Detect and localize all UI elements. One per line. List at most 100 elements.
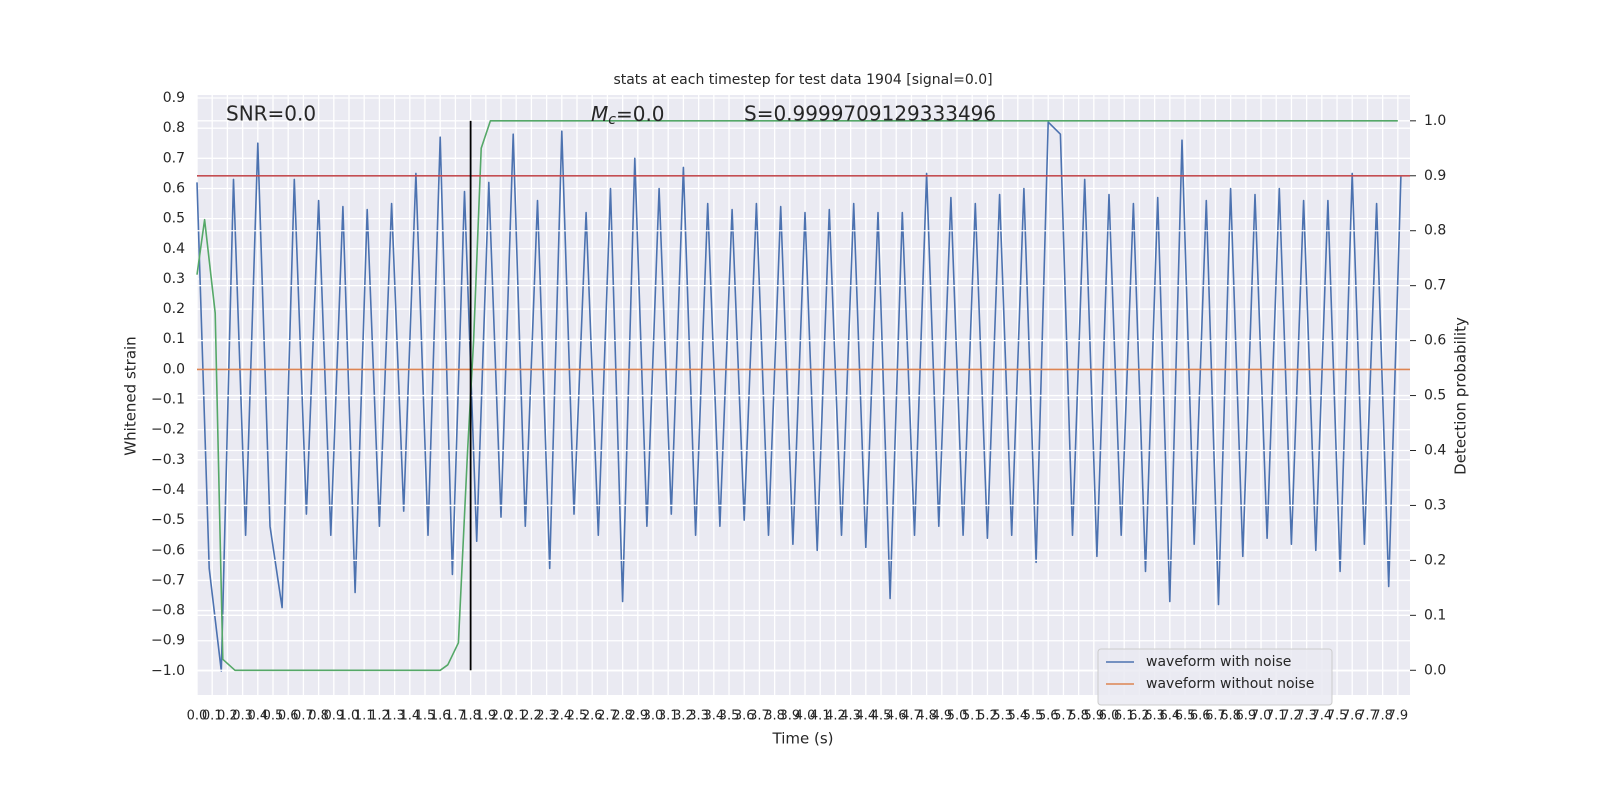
x-tick-label: 1.1	[354, 709, 375, 724]
annotation: S=0.9999709129333496	[744, 102, 996, 126]
legend-label: waveform without noise	[1146, 676, 1314, 692]
annotation-part: c	[608, 112, 616, 128]
over-layer: waveform with noise waveform without nois…	[196, 120, 1410, 706]
y2-axis-label: Detection probability	[1452, 317, 1470, 475]
x-tick-label: 0.4	[247, 709, 268, 724]
x-tick-label: 2.7	[597, 709, 618, 724]
x-tick-label: 3.1	[658, 709, 679, 724]
x-tick-label: 2.4	[551, 709, 572, 724]
y2-tick-label: 0.0	[1424, 662, 1446, 678]
x-tick-label: 3.5	[719, 709, 740, 724]
x-tick-label: 1.8	[460, 709, 481, 724]
x-tick-label: 5.3	[992, 709, 1013, 724]
y-tick-label: 0.7	[163, 150, 185, 166]
y-tick-label: 0.4	[163, 241, 185, 257]
x-tick-label: 5.9	[1083, 709, 1104, 724]
x-tick-label: 7.9	[1387, 709, 1408, 724]
x-tick-label: 0.5	[263, 709, 284, 724]
annotation-part: M	[591, 102, 608, 126]
y-tick-label: 0.8	[163, 120, 185, 136]
x-tick-label: 4.4	[855, 709, 876, 724]
x-tick-label: 1.3	[384, 709, 405, 724]
x-tick-label: 3.7	[749, 709, 770, 724]
x-tick-label: 3.0	[643, 709, 664, 724]
y-tick-label: 0.9	[163, 90, 185, 106]
x-tick-label: 2.6	[582, 709, 603, 724]
x-tick-label: 3.8	[764, 709, 785, 724]
y2-tick-label: 0.3	[1424, 497, 1446, 513]
x-tick-label: 7.4	[1311, 709, 1332, 724]
x-tick-label: 1.9	[475, 709, 496, 724]
x-tick-label: 7.6	[1342, 709, 1363, 724]
y2-tick-label: 0.7	[1424, 278, 1446, 294]
y2-tick-label: 0.6	[1424, 333, 1446, 349]
x-tick-label: 5.5	[1023, 709, 1044, 724]
legend-box	[1097, 648, 1333, 706]
x-tick-label: 6.9	[1235, 709, 1256, 724]
annotation-part: =0.0	[616, 102, 665, 126]
x-tick-label: 3.4	[703, 709, 724, 724]
legend-label: waveform with noise	[1146, 654, 1291, 670]
x-tick-label: 4.3	[840, 709, 861, 724]
x-tick-label: 7.1	[1266, 709, 1287, 724]
y-tick-label: −1.0	[151, 663, 185, 679]
legend: waveform with noise waveform without nois…	[1097, 648, 1333, 706]
x-tick-label: 5.7	[1053, 709, 1074, 724]
y-tick-label: 0.0	[163, 361, 185, 377]
x-tick-label: 1.6	[430, 709, 451, 724]
x-tick-label: 4.6	[886, 709, 907, 724]
x-tick-label: 2.0	[491, 709, 512, 724]
probability-line	[196, 120, 1398, 672]
x-tick-label: 7.7	[1357, 709, 1378, 724]
x-tick-label: 5.6	[1038, 709, 1059, 724]
x-tick-label: 0.8	[308, 709, 329, 724]
x-tick-label: 6.2	[1129, 709, 1150, 724]
y2-tick-label: 1.0	[1424, 113, 1446, 129]
y2-tick-label: 0.2	[1424, 552, 1446, 568]
series-line	[196, 121, 1402, 672]
x-axis-label: Time (s)	[772, 730, 834, 748]
x-tick-label: 4.5	[871, 709, 892, 724]
x-tick-label: 7.0	[1251, 709, 1272, 724]
x-tick-label: 7.3	[1296, 709, 1317, 724]
y-tick-label: 0.2	[163, 301, 185, 317]
y-tick-label: −0.2	[151, 422, 185, 438]
x-tick-label: 5.8	[1068, 709, 1089, 724]
x-tick-label: 7.5	[1327, 709, 1348, 724]
x-tick-label: 1.2	[369, 709, 390, 724]
x-tick-label: 4.9	[931, 709, 952, 724]
y2-tick-label: 0.1	[1424, 607, 1446, 623]
chart-title: stats at each timestep for test data 190…	[613, 72, 992, 88]
x-tick-label: 1.0	[339, 709, 360, 724]
y-tick-label: 0.6	[163, 180, 185, 196]
y-tick-label: −0.7	[151, 572, 185, 588]
x-tick-label: 2.1	[506, 709, 527, 724]
y-tick-label: 0.1	[163, 331, 185, 347]
x-tick-label: 0.6	[278, 709, 299, 724]
x-tick-label: 3.6	[734, 709, 755, 724]
x-tick-label: 2.5	[567, 709, 588, 724]
x-tick-label: 1.5	[415, 709, 436, 724]
x-tick-label: 6.3	[1144, 709, 1165, 724]
x-tick-label: 4.1	[810, 709, 831, 724]
x-tick-label: 4.2	[825, 709, 846, 724]
x-tick-label: 7.2	[1281, 709, 1302, 724]
x-tick-label: 6.0	[1099, 709, 1120, 724]
x-tick-label: 6.5	[1175, 709, 1196, 724]
y-tick-label: −0.9	[151, 633, 185, 649]
x-tick-label: 6.1	[1114, 709, 1135, 724]
x-tick-label: 6.6	[1190, 709, 1211, 724]
y-tick-label: −0.3	[151, 452, 185, 468]
y-tick-label: −0.8	[151, 603, 185, 619]
x-tick-label: 0.0	[187, 709, 208, 724]
x-tick-label: 1.4	[399, 709, 420, 724]
x-tick-label: 4.7	[901, 709, 922, 724]
x-tick-label: 5.0	[947, 709, 968, 724]
y-tick-label: 0.3	[163, 271, 185, 287]
x-tick-label: 6.7	[1205, 709, 1226, 724]
x-tick-label: 4.0	[795, 709, 816, 724]
x-tick-label: 2.9	[627, 709, 648, 724]
y-tick-label: −0.4	[151, 482, 185, 498]
x-tick-label: 5.1	[962, 709, 983, 724]
